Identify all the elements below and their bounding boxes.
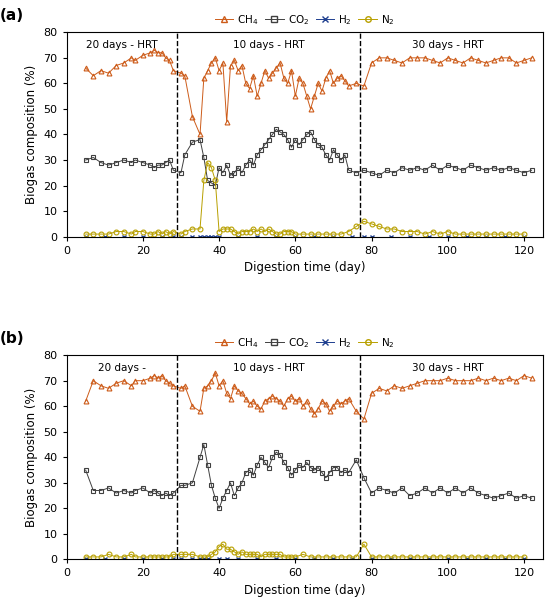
- Y-axis label: Biogas composition (%): Biogas composition (%): [25, 388, 38, 527]
- Text: 30 days - HRT: 30 days - HRT: [412, 40, 483, 50]
- Text: 20 days -: 20 days -: [98, 363, 146, 373]
- Text: 30 days - HRT: 30 days - HRT: [412, 363, 483, 373]
- X-axis label: Digestion time (day): Digestion time (day): [244, 261, 366, 274]
- Text: 10 days - HRT: 10 days - HRT: [233, 363, 305, 373]
- Text: (b): (b): [0, 330, 25, 345]
- Text: 10 days - HRT: 10 days - HRT: [233, 40, 305, 50]
- Text: 20 days - HRT: 20 days - HRT: [86, 40, 158, 50]
- Text: (a): (a): [0, 8, 24, 23]
- Y-axis label: Biogas composition (%): Biogas composition (%): [25, 65, 38, 204]
- X-axis label: Digestion time (day): Digestion time (day): [244, 584, 366, 597]
- Legend: CH$_4$, CO$_2$, H$_2$, N$_2$: CH$_4$, CO$_2$, H$_2$, N$_2$: [211, 332, 399, 354]
- Legend: CH$_4$, CO$_2$, H$_2$, N$_2$: CH$_4$, CO$_2$, H$_2$, N$_2$: [211, 9, 399, 31]
